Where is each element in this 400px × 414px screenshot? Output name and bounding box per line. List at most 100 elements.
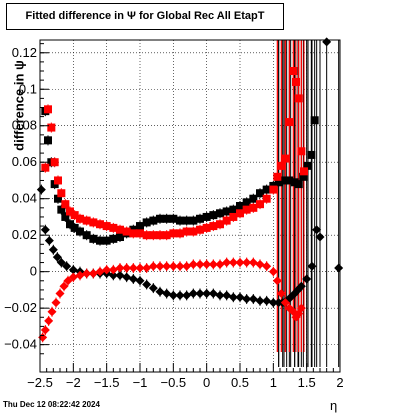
data-point xyxy=(44,105,52,114)
data-point xyxy=(248,258,258,268)
data-point xyxy=(281,154,290,163)
y-tick-label: 0.06 xyxy=(12,154,37,169)
data-point xyxy=(195,289,205,299)
chart-title: Fitted difference in Ψ for Global Rec Al… xyxy=(6,3,284,30)
data-point xyxy=(155,287,165,297)
data-point xyxy=(222,258,232,268)
data-point xyxy=(136,222,144,231)
data-point xyxy=(54,194,62,203)
data-point xyxy=(162,289,172,299)
data-point xyxy=(208,289,218,299)
data-point xyxy=(82,216,91,225)
y-tick-label: 0.12 xyxy=(12,45,37,60)
data-point xyxy=(189,216,198,225)
x-tick-label: 0.5 xyxy=(231,375,249,390)
data-point xyxy=(55,289,65,299)
data-point xyxy=(296,303,306,313)
data-point xyxy=(162,214,171,223)
data-point xyxy=(175,290,185,300)
data-point xyxy=(168,261,178,271)
data-point xyxy=(256,189,264,198)
data-point xyxy=(300,167,308,176)
data-points xyxy=(36,37,344,342)
data-point xyxy=(122,263,132,273)
data-point xyxy=(215,259,225,269)
data-point xyxy=(142,279,152,289)
data-point xyxy=(122,227,131,236)
data-point xyxy=(182,216,191,225)
data-point xyxy=(156,231,164,240)
x-tick-label: −1.5 xyxy=(94,375,120,390)
data-point xyxy=(280,298,290,308)
data-point xyxy=(202,223,211,232)
x-tick-label: 1 xyxy=(270,375,277,390)
data-point xyxy=(294,180,303,189)
y-tick-label: 0.04 xyxy=(12,191,37,206)
data-point xyxy=(276,289,286,299)
data-point xyxy=(229,212,238,221)
data-point xyxy=(47,307,57,317)
data-point xyxy=(135,263,145,273)
data-point xyxy=(122,272,132,282)
data-point xyxy=(272,276,282,286)
data-point xyxy=(162,261,172,271)
data-point xyxy=(274,178,283,187)
data-point xyxy=(70,211,79,220)
data-point xyxy=(307,261,317,271)
data-point xyxy=(61,200,70,209)
data-point xyxy=(169,214,178,223)
data-point xyxy=(262,296,272,306)
data-point xyxy=(202,259,212,269)
data-point xyxy=(222,207,231,216)
y-tick-label: 0.1 xyxy=(19,81,37,96)
data-point xyxy=(268,298,278,308)
data-point xyxy=(269,185,278,194)
data-point xyxy=(216,220,224,229)
data-point xyxy=(89,218,98,227)
data-point xyxy=(62,261,72,271)
data-point xyxy=(115,263,125,273)
data-point xyxy=(285,118,294,127)
data-point xyxy=(70,223,79,232)
data-point xyxy=(169,229,178,238)
data-point xyxy=(155,261,165,271)
x-tick-label: −2.5 xyxy=(27,375,53,390)
data-point xyxy=(255,296,265,306)
data-point xyxy=(228,292,238,302)
y-tick-label: −0.02 xyxy=(4,300,37,315)
y-tick-label: −0.04 xyxy=(4,337,37,352)
timestamp-footer: Thu Dec 12 08:22:42 2024 xyxy=(3,400,100,409)
plot-frame xyxy=(39,39,341,373)
data-point xyxy=(304,161,312,170)
data-point xyxy=(249,203,258,212)
data-point xyxy=(40,325,50,335)
data-point xyxy=(142,218,151,227)
data-point xyxy=(52,252,62,262)
data-point xyxy=(236,202,244,210)
data-point xyxy=(292,77,300,86)
x-axis-label: η xyxy=(330,398,338,413)
data-point xyxy=(189,227,198,236)
data-point xyxy=(202,212,211,221)
data-point xyxy=(61,212,70,221)
data-point xyxy=(235,292,245,302)
data-point xyxy=(182,227,191,236)
data-point xyxy=(44,236,54,246)
data-point xyxy=(156,214,164,223)
data-point xyxy=(296,281,306,291)
data-point xyxy=(312,225,322,235)
x-tick-label: −1 xyxy=(133,375,148,390)
data-point xyxy=(235,258,245,268)
data-point xyxy=(262,261,272,271)
data-point xyxy=(285,176,294,185)
data-point xyxy=(188,259,198,269)
data-point xyxy=(176,216,184,225)
y-tick-label: 0 xyxy=(30,264,37,279)
data-point xyxy=(96,220,104,229)
y-tick-label: 0.02 xyxy=(12,227,37,242)
data-point xyxy=(302,274,312,284)
data-point xyxy=(262,194,271,203)
data-point xyxy=(149,216,158,225)
data-point xyxy=(109,223,118,232)
data-point xyxy=(47,123,56,132)
